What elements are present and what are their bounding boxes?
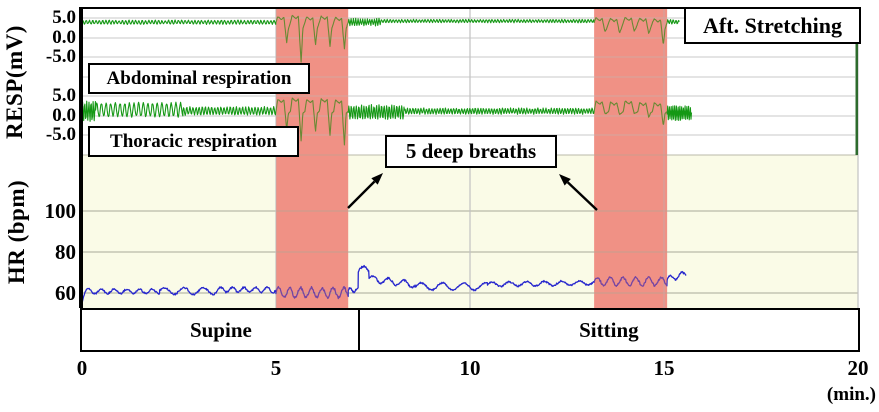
plot-left-border [79,7,83,308]
deep-breaths-label: 5 deep breaths [385,135,557,168]
resp2-ytick-5: 5.0 [52,85,76,106]
deep-breath-region-tint-1 [276,8,349,308]
hr-ytick-60: 60 [55,281,76,305]
aft-stretching-label: Aft. Stretching [684,7,861,44]
x-tick-5: 5 [270,356,282,380]
phase-supine: Supine [80,308,362,352]
resp1-ytick--5: -5.0 [45,46,76,67]
x-axis-unit-label: (min.) [826,384,876,405]
resp1-ytick-0: 0.0 [52,27,76,48]
hr-ytick-100: 100 [44,199,77,223]
abdominal_respiration-trace [81,14,680,63]
plot-top-border [82,7,858,9]
deep-breaths-arrow-1 [347,180,376,209]
resp-right-border [855,8,858,155]
abdominal-respiration-label: Abdominal respiration [88,63,310,94]
heart_rate-trace [81,264,687,304]
x-tick-0: 0 [76,356,88,380]
deep-breath-region-2 [594,8,668,308]
deep-breaths-arrow-2 [566,181,598,211]
resp1-ytick-5: 5.0 [52,7,76,28]
x-tick-10: 10 [459,356,481,380]
deep-breaths-arrowhead-2 [559,174,571,186]
deep-breath-region-1 [276,8,349,308]
deep-breath-region-tint-2 [594,8,668,308]
hr-ytick-80: 80 [55,240,76,264]
thoracic-respiration-label: Thoracic respiration [88,126,299,157]
hr-axis-label: HR (bpm) [4,179,29,285]
x-tick-20: 20 [847,356,869,380]
thoracic_respiration-trace [81,97,693,146]
deep-breaths-arrowhead-1 [371,173,383,185]
resp2-ytick--5: -5.0 [45,124,76,145]
x-tick-15: 15 [653,356,675,380]
phase-sitting: Sitting [357,308,860,352]
resp2-ytick-0: 0.0 [52,105,76,126]
